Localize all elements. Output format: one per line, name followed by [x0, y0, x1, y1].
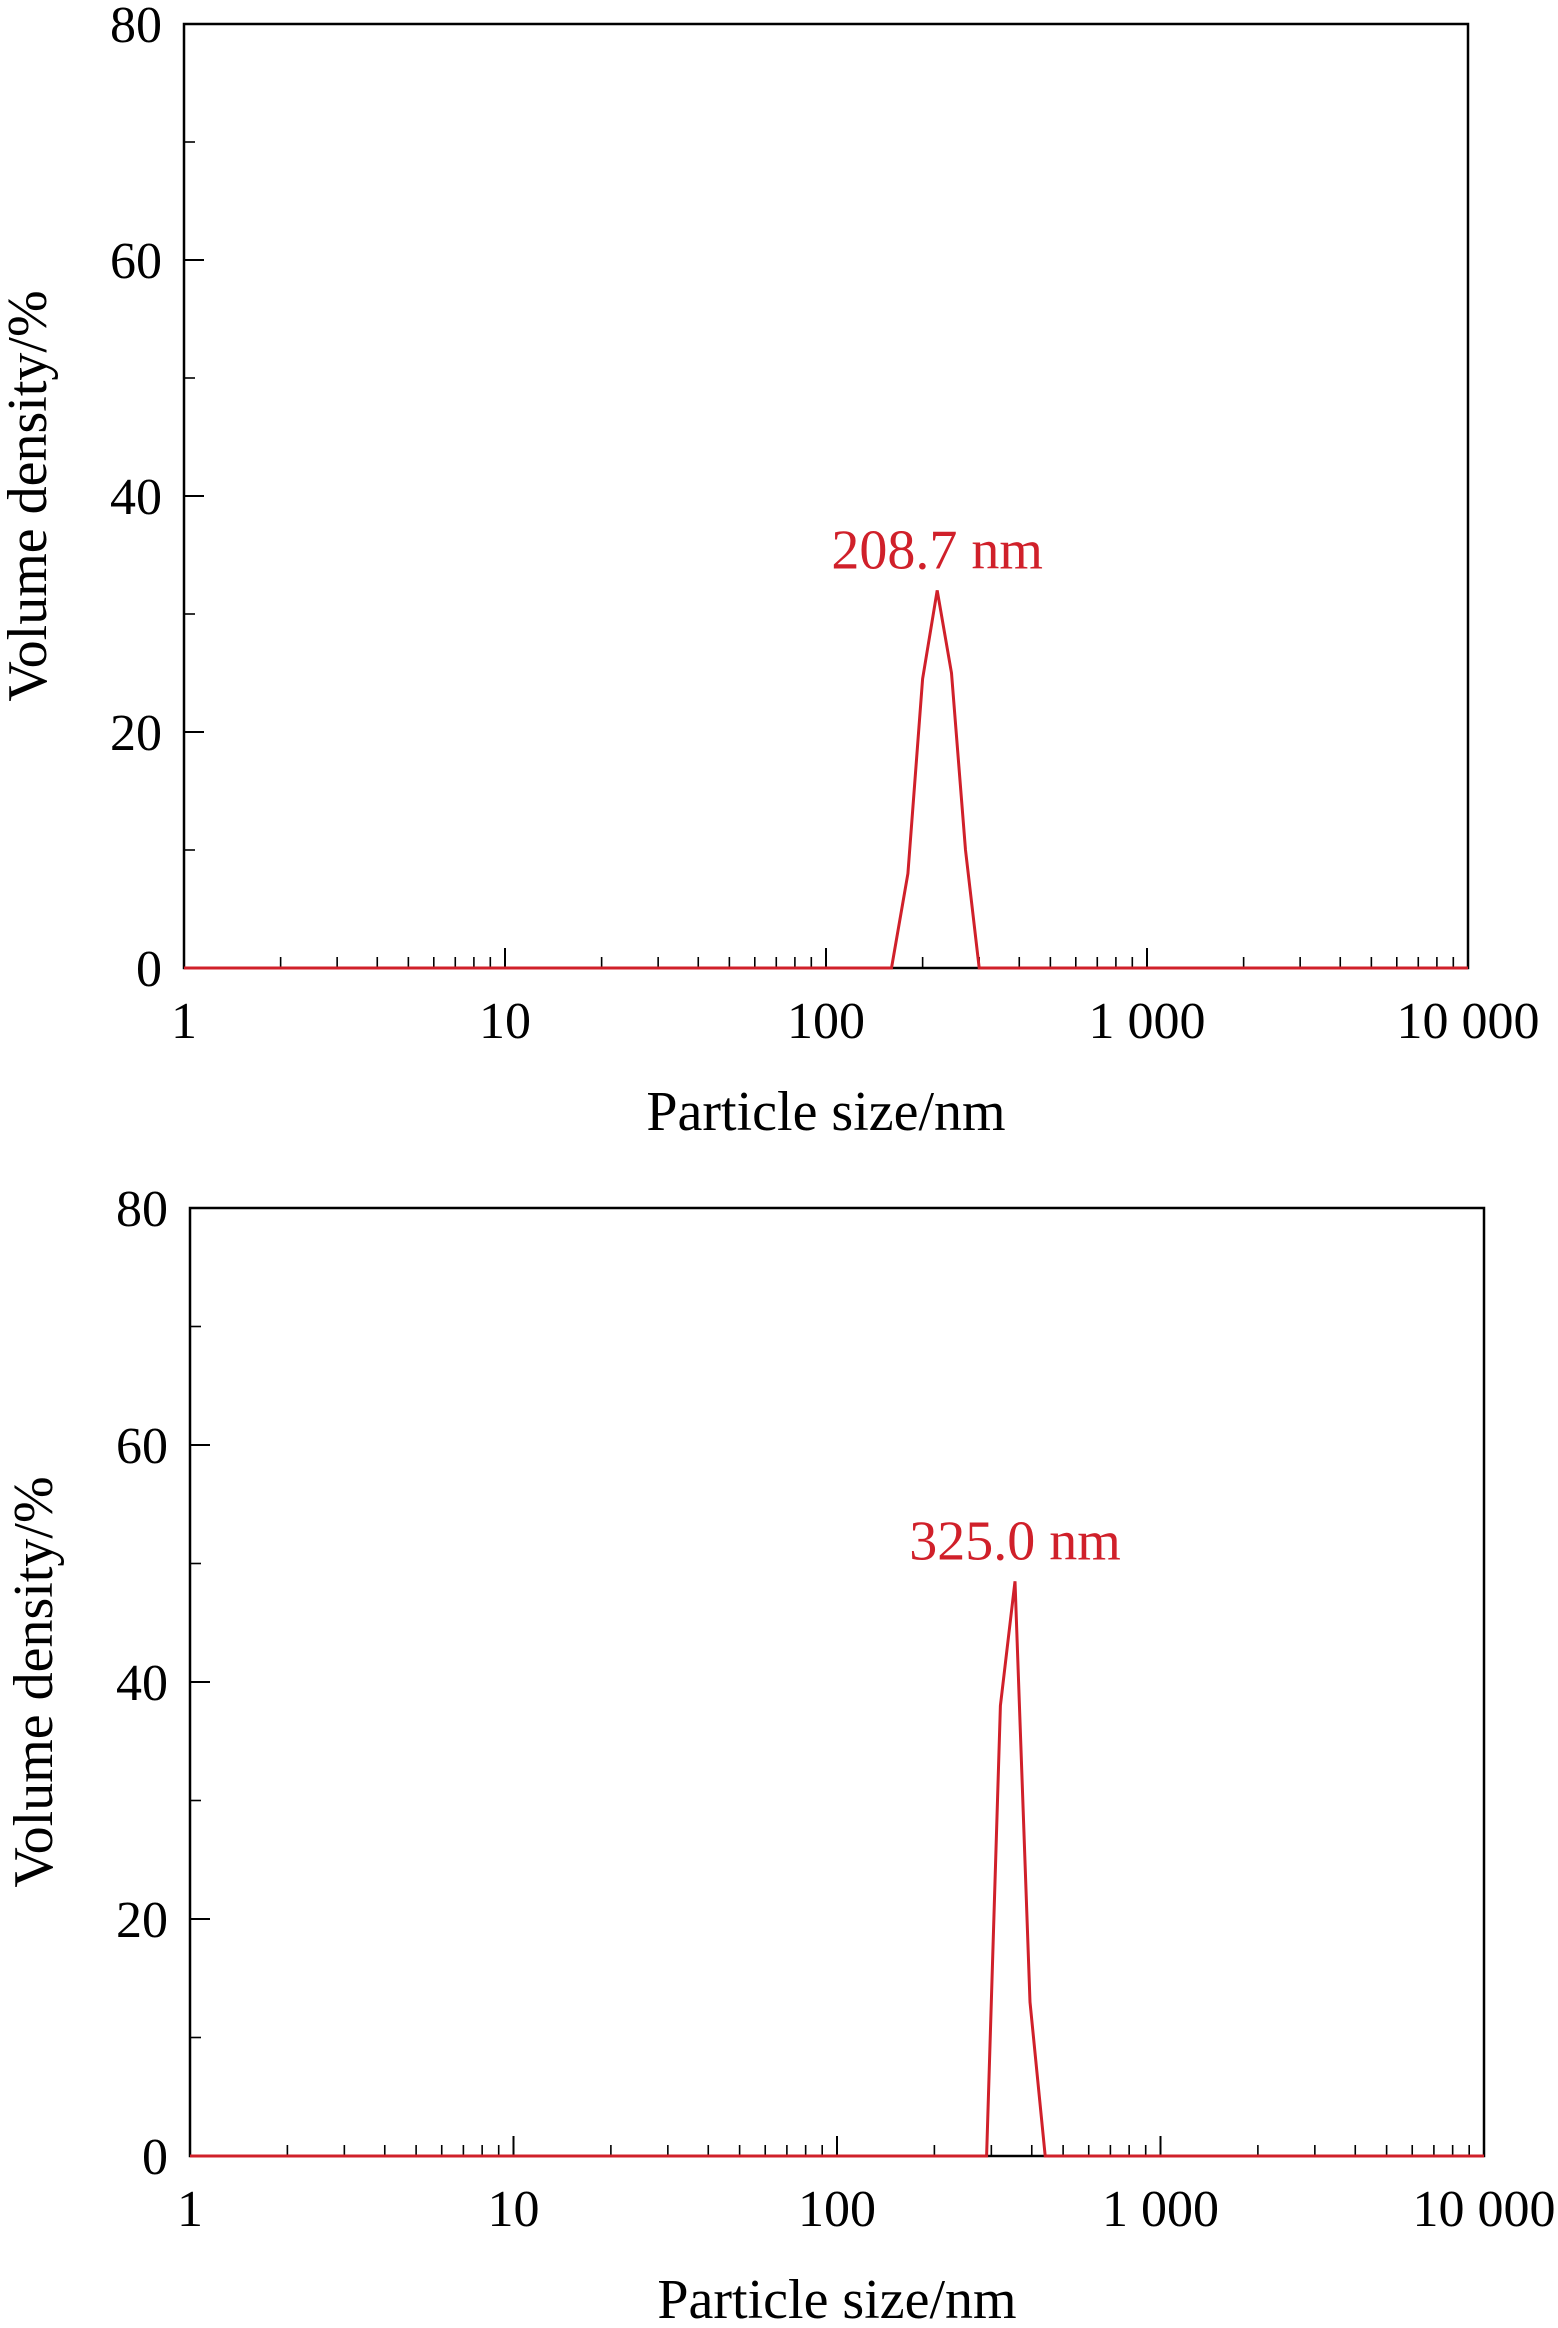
peak-annotation: 325.0 nm [909, 1510, 1121, 1572]
series-layer [184, 590, 1468, 970]
series-line [184, 590, 1468, 970]
annotation-layer: 325.0 nm [909, 1510, 1121, 1572]
chart-panel-1: 1 10 100 1 000 10 000 0 20 40 60 80 208.7 nm Part… [0, 0, 1540, 1143]
x-tick-label: 1 [171, 993, 197, 1050]
y-tick-label: 80 [116, 1181, 168, 1238]
axis-ticks [189, 1207, 1485, 2157]
axis-ticks [183, 23, 1469, 969]
x-tick-label: 10 000 [1413, 2181, 1556, 2238]
y-tick-label: 40 [116, 1655, 168, 1712]
y-tick-label: 40 [110, 469, 162, 526]
series-layer [190, 1581, 1484, 2158]
x-axis-label: Particle size/nm [646, 1081, 1005, 1143]
y-tick-label: 0 [136, 941, 162, 998]
x-tick-label: 1 000 [1102, 2181, 1219, 2238]
x-tick-label: 100 [798, 2181, 876, 2238]
y-tick-label: 80 [110, 0, 162, 54]
annotation-layer: 208.7 nm [831, 519, 1043, 581]
x-tick-label: 10 [479, 993, 531, 1050]
y-tick-label: 60 [116, 1418, 168, 1475]
x-axis-label: Particle size/nm [657, 2269, 1016, 2328]
plot-frame [188, 1206, 1486, 2158]
plot-frame [182, 22, 1470, 970]
y-tick-label: 20 [116, 1892, 168, 1949]
tick-labels: 1 10 100 1 000 10 000 0 20 40 60 80 [110, 0, 1540, 1050]
y-tick-label: 60 [110, 233, 162, 290]
y-tick-label: 20 [110, 705, 162, 762]
y-tick-label: 0 [142, 2129, 168, 2186]
x-tick-label: 10 000 [1397, 993, 1540, 1050]
x-tick-label: 10 [488, 2181, 540, 2238]
x-tick-label: 1 [177, 2181, 203, 2238]
tick-labels: 1 10 100 1 000 10 000 0 20 40 60 80 [116, 1181, 1556, 2238]
y-axis-label: Volume density/% [3, 1476, 65, 1887]
y-axis-label: Volume density/% [0, 290, 59, 701]
series-line [190, 1581, 1484, 2158]
peak-annotation: 208.7 nm [831, 519, 1043, 581]
x-tick-label: 100 [787, 993, 865, 1050]
x-tick-label: 1 000 [1089, 993, 1206, 1050]
chart-panel-2: 1 10 100 1 000 10 000 0 20 40 60 80 325.0 nm Part… [3, 1181, 1556, 2328]
